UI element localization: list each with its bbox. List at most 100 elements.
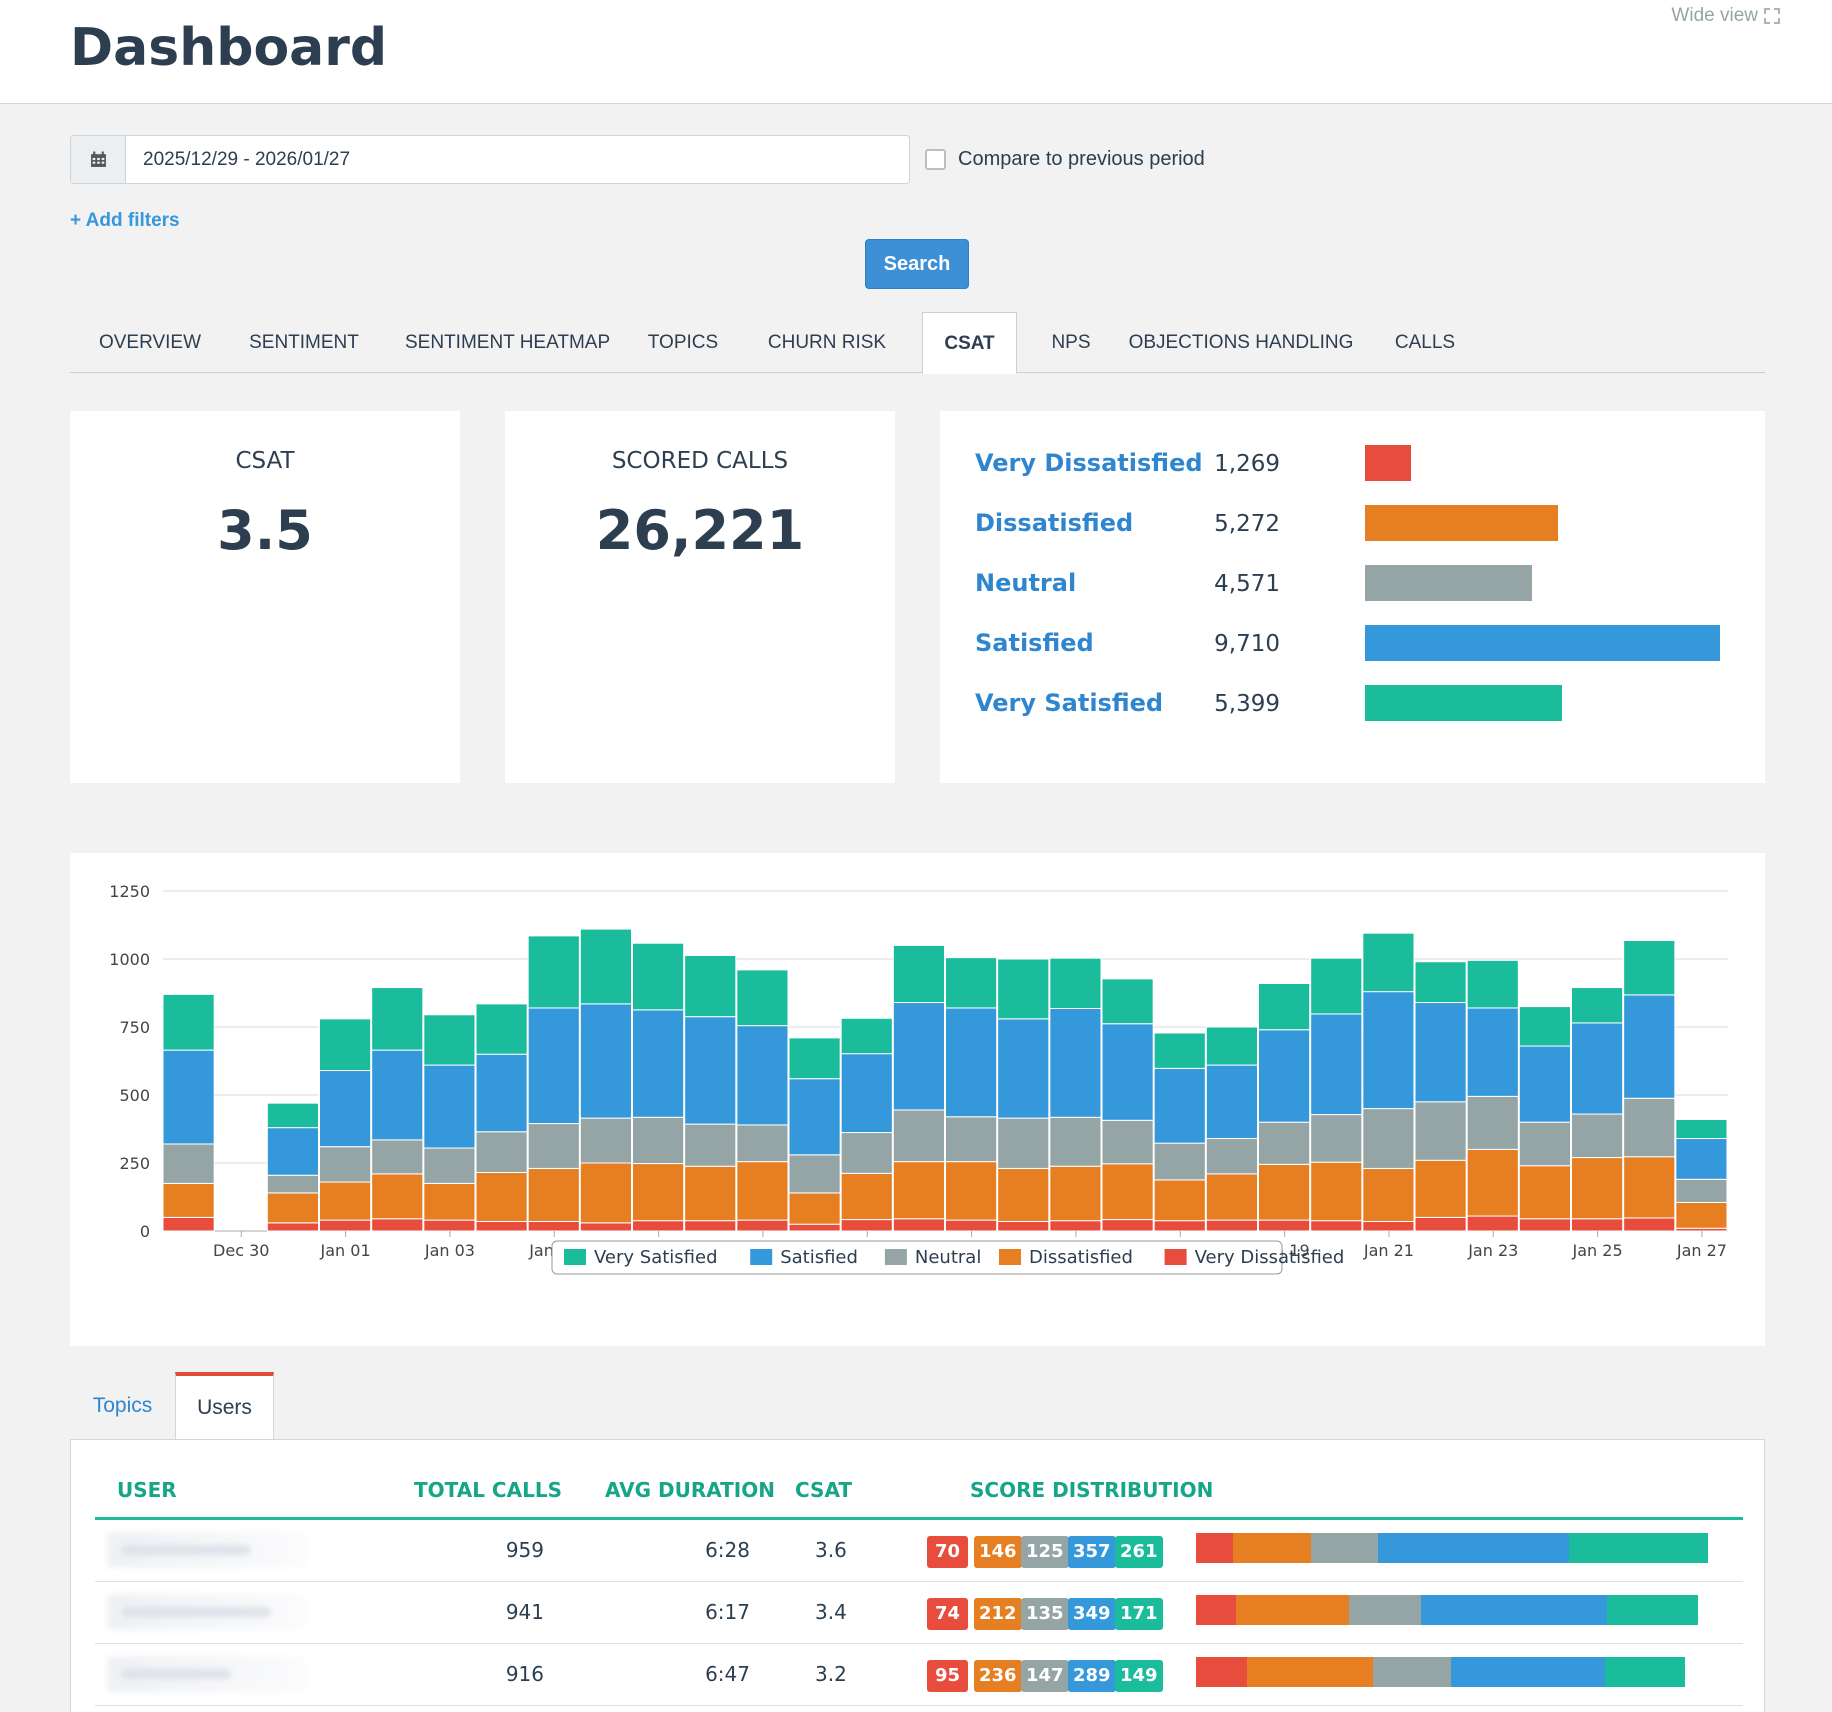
- stacked-bar-chart: 0 250 500 750 1000 1250 Dec 30 Jan 01 Jan 03 Jan …: [109, 882, 1728, 1275]
- tab-topics-breakdown[interactable]: Topics: [92, 1394, 153, 1417]
- bar-segment: [1362, 991, 1415, 1110]
- tab-overview[interactable]: OVERVIEW: [98, 332, 202, 353]
- satisfied-link[interactable]: Satisfied: [975, 629, 1094, 657]
- total-calls-cell: 959: [505, 1538, 544, 1562]
- bar-segment: [266, 1127, 319, 1176]
- y-tick-label: 1250: [109, 882, 150, 901]
- bar-segment: [1258, 1163, 1311, 1221]
- compare-previous-period[interactable]: Compare to previous period: [925, 148, 1205, 171]
- very-dissatisfied-badge: 74: [927, 1598, 968, 1630]
- bar-segment: [319, 1146, 372, 1183]
- legend-swatch: [564, 1249, 586, 1265]
- csat-value: 3.5: [217, 499, 313, 562]
- bar-segment: [1414, 961, 1467, 1004]
- main-tabs: OVERVIEW SENTIMENT SENTIMENT HEATMAP TOP…: [70, 312, 1765, 374]
- user-name-redacted[interactable]: [107, 1594, 307, 1630]
- dissatisfied-link[interactable]: Dissatisfied: [975, 509, 1134, 537]
- table-row[interactable]: 941 6:17 3.4 74 212 135 349 171: [95, 1582, 1743, 1644]
- bar-segment: [371, 1218, 424, 1232]
- tab-users-breakdown[interactable]: Users: [175, 1372, 274, 1442]
- bar-segment: [1571, 987, 1624, 1024]
- bar-segment: [423, 1147, 476, 1184]
- tab-churn-risk[interactable]: CHURN RISK: [767, 332, 887, 353]
- user-name-redacted[interactable]: [107, 1532, 307, 1568]
- calendar-icon[interactable]: [71, 136, 126, 183]
- x-tick-label: Jan 25: [1572, 1241, 1623, 1260]
- bar-segment: [1153, 1220, 1206, 1232]
- bar-segment: [997, 1220, 1050, 1232]
- bar-segment: [1205, 1064, 1259, 1140]
- x-tick-label: Jan 21: [1363, 1241, 1414, 1260]
- bar-segment: [1101, 1023, 1154, 1121]
- table-row[interactable]: 959 6:28 3.6 70 146 125 357 261: [95, 1520, 1743, 1582]
- date-range-picker[interactable]: [70, 135, 910, 184]
- legend-swatch: [750, 1249, 773, 1265]
- header-score-distribution[interactable]: SCORE DISTRIBUTION: [970, 1478, 1214, 1502]
- neutral-badge: 135: [1021, 1598, 1069, 1630]
- bar-segment: [1518, 1218, 1572, 1232]
- very-satisfied-badge: 261: [1115, 1536, 1163, 1568]
- page-title: Dashboard: [70, 18, 388, 78]
- very-satisfied-badge: 149: [1115, 1660, 1163, 1692]
- bar-segment: [945, 957, 998, 1009]
- search-button[interactable]: Search: [865, 239, 969, 289]
- date-range-input[interactable]: [126, 136, 909, 183]
- bar-segment: [892, 1161, 945, 1220]
- bar-segment: [266, 1174, 319, 1194]
- bar-segment: [423, 1219, 476, 1232]
- distribution-row: Dissatisfied 5,272: [940, 503, 1765, 543]
- very-satisfied-link[interactable]: Very Satisfied: [975, 689, 1164, 717]
- bar-segment: [162, 1216, 215, 1232]
- bar-segment: [684, 1220, 737, 1232]
- table-row[interactable]: 916 6:47 3.2 95 236 147 289 149: [95, 1644, 1743, 1706]
- csat-card: CSAT 3.5: [70, 411, 460, 783]
- tab-sentiment-heatmap[interactable]: SENTIMENT HEATMAP: [405, 332, 611, 353]
- header-avg-duration[interactable]: AVG DURATION: [605, 1478, 775, 1502]
- bar-segment: [475, 1003, 528, 1055]
- add-filters-link[interactable]: + Add filters: [70, 210, 180, 231]
- user-name-redacted[interactable]: [107, 1656, 307, 1692]
- neutral-count: 4,571: [1214, 571, 1280, 597]
- bar-segment: [1205, 1173, 1259, 1221]
- bar-segment: [736, 1025, 789, 1126]
- bar-segment: [684, 1165, 737, 1222]
- bar-segment: [1414, 1101, 1467, 1161]
- header-divider: [95, 1517, 1743, 1520]
- bar-segment: [527, 1123, 580, 1169]
- tab-objections-handling[interactable]: OBJECTIONS HANDLING: [1128, 332, 1354, 353]
- dissatisfied-badge: 146: [974, 1536, 1022, 1568]
- bar-segment: [162, 1049, 215, 1145]
- bar-segment: [632, 942, 685, 1011]
- csat-label: CSAT: [235, 448, 295, 474]
- very-dissatisfied-bar: [1365, 445, 1411, 481]
- dissatisfied-badge: 212: [974, 1598, 1022, 1630]
- compare-checkbox[interactable]: [925, 149, 946, 170]
- bar-segment: [1466, 959, 1519, 1009]
- score-segment: [1568, 1533, 1708, 1563]
- bar-segment: [1049, 1008, 1102, 1118]
- bar-segment: [1153, 1032, 1206, 1069]
- x-tick-label: Jan 03: [424, 1241, 475, 1260]
- score-distribution-card: Very Dissatisfied 1,269 Dissatisfied 5,2…: [940, 411, 1765, 783]
- tab-calls[interactable]: CALLS: [1394, 332, 1456, 353]
- bar-segment: [632, 1116, 685, 1165]
- bar-segment: [1675, 1118, 1728, 1140]
- total-calls-cell: 916: [505, 1662, 544, 1686]
- bar-segment: [1623, 994, 1676, 1099]
- very-dissatisfied-link[interactable]: Very Dissatisfied: [975, 449, 1203, 477]
- expand-icon: [1764, 8, 1780, 24]
- tab-topics[interactable]: TOPICS: [647, 332, 719, 353]
- y-tick-label: 0: [140, 1222, 150, 1241]
- wide-view-toggle[interactable]: Wide view: [1671, 5, 1780, 27]
- tab-sentiment[interactable]: SENTIMENT: [249, 332, 359, 353]
- bar-segment: [997, 1018, 1050, 1119]
- bar-segment: [788, 1223, 841, 1232]
- header-csat[interactable]: CSAT: [795, 1478, 853, 1502]
- bar-segment: [632, 1220, 685, 1232]
- header-user[interactable]: USER: [117, 1478, 177, 1502]
- tab-nps[interactable]: NPS: [1051, 332, 1091, 353]
- tab-csat[interactable]: CSAT: [922, 312, 1017, 374]
- neutral-link[interactable]: Neutral: [975, 569, 1077, 597]
- bar-segment: [475, 1131, 528, 1174]
- header-total-calls[interactable]: TOTAL CALLS: [414, 1478, 562, 1502]
